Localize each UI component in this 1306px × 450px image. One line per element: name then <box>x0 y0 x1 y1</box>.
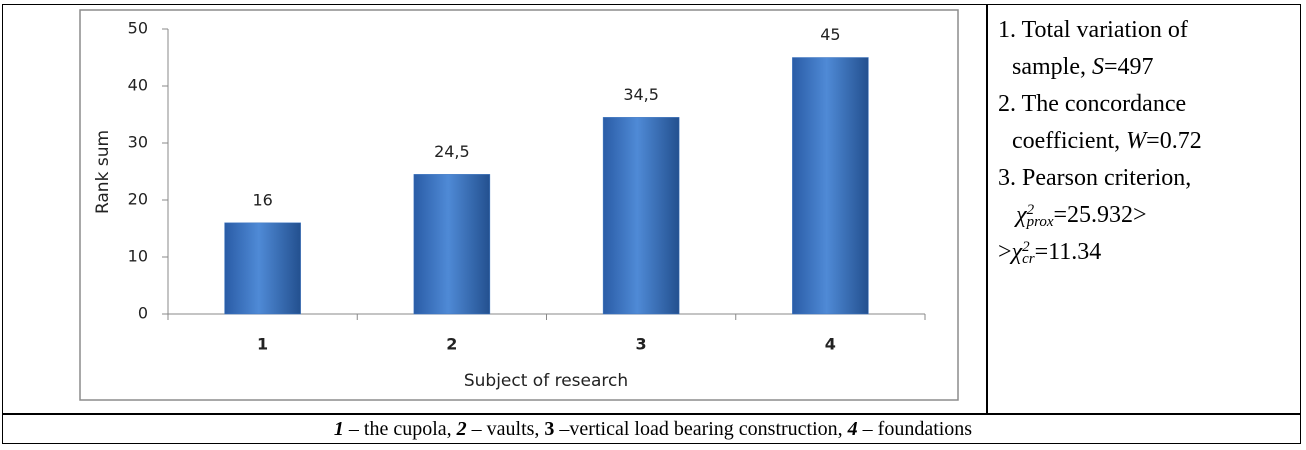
sub: cr <box>1022 251 1035 268</box>
divider <box>3 413 1300 415</box>
x-tick-label: 2 <box>446 335 457 354</box>
num: 2 <box>456 418 467 440</box>
y-axis-label: Rank sum <box>93 130 113 214</box>
bar <box>602 117 680 315</box>
x-tick-label: 4 <box>825 335 836 354</box>
y-tick-label: 50 <box>128 19 148 38</box>
symbol: W <box>1126 128 1147 154</box>
note: 3. Pearson criterion, <box>998 160 1202 197</box>
text: coefficient, <box>1012 128 1127 154</box>
sup: 2 <box>1022 239 1030 256</box>
divider <box>986 5 988 413</box>
x-axis-label: Subject of research <box>464 371 628 391</box>
text: – vaults, <box>466 418 545 440</box>
bar <box>792 57 869 315</box>
symbol: χ <box>1016 202 1027 228</box>
num: 1 <box>333 418 344 440</box>
symbol: χ <box>1011 239 1023 265</box>
data-label: 34,5 <box>623 85 659 104</box>
text: 1. Total variation of <box>998 17 1188 43</box>
y-tick-label: 10 <box>128 247 148 266</box>
y-tick-label: 40 <box>128 76 148 95</box>
note: χ 2 prox =25.932> <box>998 197 1202 234</box>
text: – the cupola, <box>343 418 457 440</box>
table <box>2 4 1301 444</box>
text: 3. Pearson criterion, <box>998 165 1192 191</box>
text: sample, <box>1012 54 1092 80</box>
sup: 2 <box>1026 202 1035 219</box>
y-tick-label: 0 <box>138 304 148 323</box>
bar <box>224 222 301 315</box>
y-tick-label: 30 <box>128 133 148 152</box>
num: 4 <box>847 418 858 440</box>
symbol: S <box>1091 54 1104 80</box>
caption: 1 – the cupola, 2 – vaults, 3 –vertical … <box>0 418 1306 441</box>
text: 2. The concordance <box>998 91 1187 117</box>
scripts: 2 cr <box>1022 239 1035 268</box>
x-tick-label: 1 <box>257 335 268 354</box>
text: > <box>998 239 1012 265</box>
num: 3 <box>544 418 555 440</box>
text: =0.72 <box>1146 128 1202 154</box>
text: – foundations <box>857 418 973 440</box>
scripts: 2 prox <box>1026 202 1054 231</box>
x-tick-label: 3 <box>636 335 647 354</box>
bar <box>413 174 491 315</box>
data-label: 45 <box>820 25 840 44</box>
data-label: 24,5 <box>434 142 470 161</box>
note: coefficient, W=0.72 <box>998 123 1202 160</box>
note: sample, S=497 <box>998 49 1202 86</box>
text: =497 <box>1103 54 1154 80</box>
note: 2. The concordance <box>998 86 1202 123</box>
text: –vertical load bearing construction, <box>554 418 848 440</box>
y-tick-label: 20 <box>128 190 148 209</box>
notes: 1. Total variation of sample, S=497 2. T… <box>998 12 1202 271</box>
sub: prox <box>1026 214 1054 231</box>
note: 1. Total variation of <box>998 12 1202 49</box>
text: =25.932> <box>1053 202 1147 228</box>
note: >χ 2 cr =11.34 <box>998 234 1202 271</box>
text: =11.34 <box>1034 239 1102 265</box>
data-label: 16 <box>252 190 272 209</box>
